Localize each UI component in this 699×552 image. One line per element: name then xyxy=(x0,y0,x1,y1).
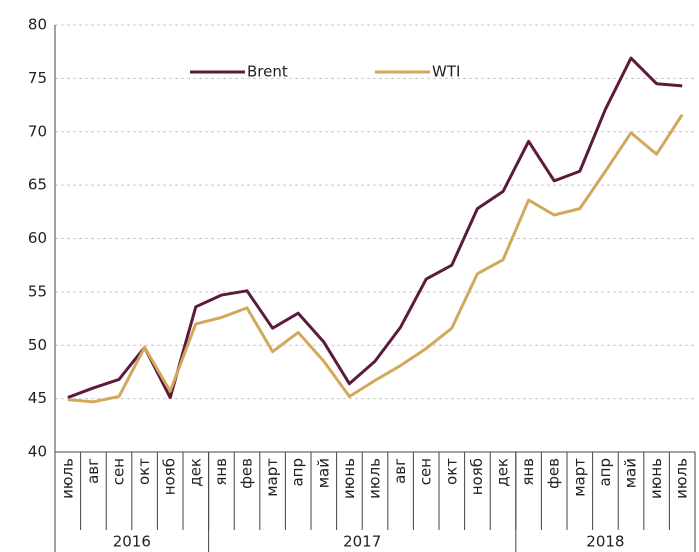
year-label: 2016 xyxy=(113,533,151,551)
x-tick-label: янв xyxy=(212,458,230,486)
x-tick-label: июнь xyxy=(340,458,358,499)
year-label: 2018 xyxy=(586,533,624,551)
x-tick-label: апр xyxy=(289,458,307,487)
series-line xyxy=(67,56,683,400)
x-tick-label: нояб xyxy=(161,458,179,495)
x-tick-label: окт xyxy=(442,458,460,485)
y-tick-label: 75 xyxy=(28,69,47,87)
y-tick-label: 45 xyxy=(28,389,47,407)
x-tick-label: март xyxy=(263,458,281,497)
x-tick-label: дек xyxy=(186,458,204,487)
x-tick-label: июль xyxy=(673,458,691,499)
y-tick-label: 80 xyxy=(28,16,47,34)
year-label: 2017 xyxy=(343,533,381,551)
x-tick-label: июль xyxy=(366,458,384,499)
y-tick-label: 55 xyxy=(28,282,47,300)
legend-label: Brent xyxy=(247,63,288,81)
x-tick-label: янв xyxy=(519,458,537,486)
x-tick-label: июль xyxy=(58,458,76,499)
y-tick-label: 40 xyxy=(28,443,47,461)
y-tick-label: 50 xyxy=(28,336,47,354)
x-tick-label: дек xyxy=(494,458,512,487)
x-tick-label: сен xyxy=(110,458,128,485)
y-tick-label: 70 xyxy=(28,122,47,140)
x-tick-label: авг xyxy=(391,458,409,484)
x-tick-label: авг xyxy=(84,458,102,484)
x-tick-label: апр xyxy=(596,458,614,487)
x-tick-label: май xyxy=(622,458,640,488)
y-tick-label: 65 xyxy=(28,176,47,194)
x-tick-label: фев xyxy=(545,458,563,489)
legend-label: WTI xyxy=(432,63,460,81)
x-tick-label: нояб xyxy=(468,458,486,495)
series-line xyxy=(67,113,684,404)
x-tick-label: май xyxy=(314,458,332,488)
x-tick-label: окт xyxy=(135,458,153,485)
x-tick-label: сен xyxy=(417,458,435,485)
y-tick-label: 60 xyxy=(28,229,47,247)
x-tick-label: март xyxy=(570,458,588,497)
x-tick-label: июнь xyxy=(647,458,665,499)
x-tick-label: фев xyxy=(238,458,256,489)
